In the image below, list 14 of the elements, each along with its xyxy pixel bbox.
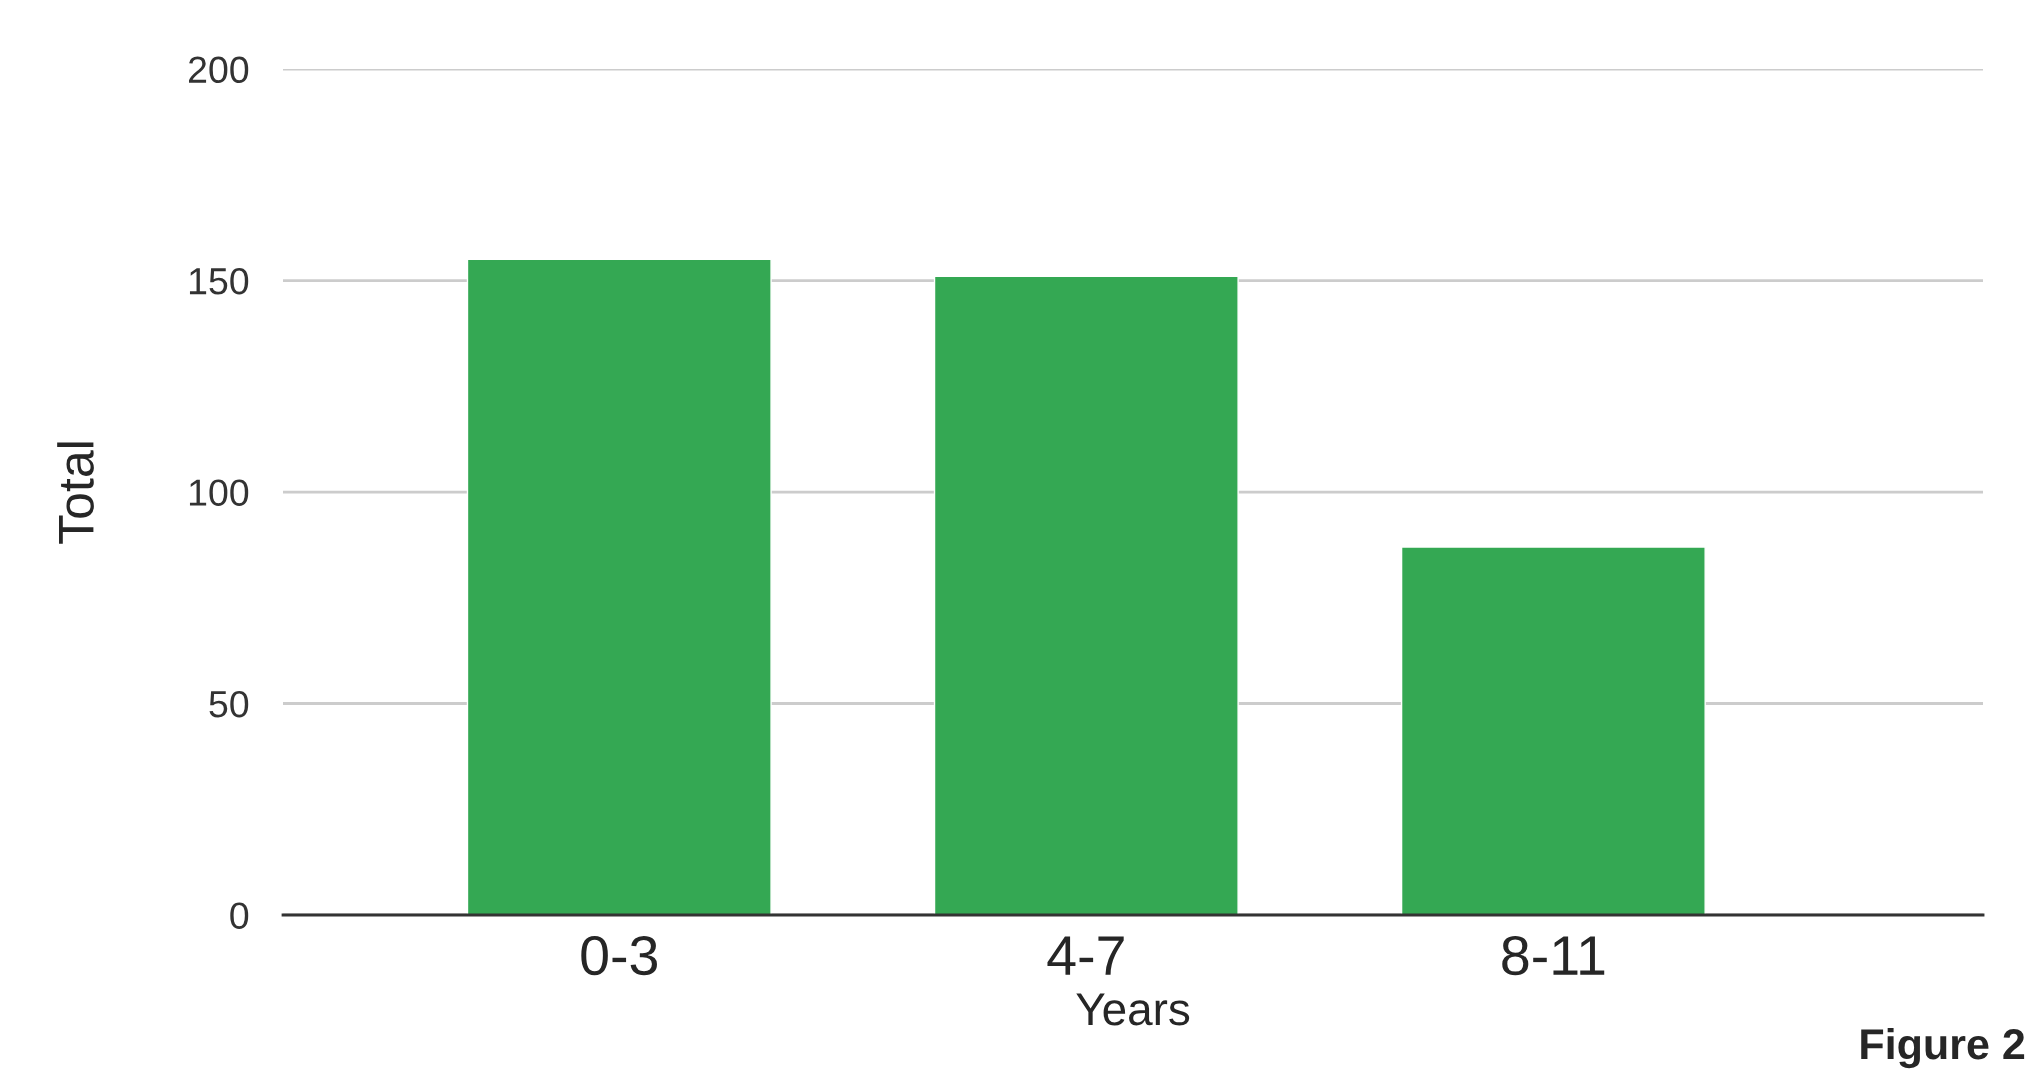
x-tick-label: 4-7 xyxy=(1047,936,1124,975)
x-axis-title: Years xyxy=(1076,993,1190,1026)
y-tick-label: 200 xyxy=(189,56,249,84)
y-axis-title: Total xyxy=(57,442,94,544)
bar xyxy=(466,258,772,915)
y-tick-label: 0 xyxy=(230,902,249,929)
y-tick-label: 100 xyxy=(189,479,249,506)
x-tick-label: 8-11 xyxy=(1502,935,1605,976)
x-tick-label: 0-3 xyxy=(581,935,657,976)
y-tick-label: 50 xyxy=(209,690,249,718)
caption: Figure 2 xyxy=(1861,1027,2025,1069)
bar xyxy=(933,275,1239,915)
y-tick-label: 150 xyxy=(189,267,249,295)
bar xyxy=(1400,546,1706,915)
